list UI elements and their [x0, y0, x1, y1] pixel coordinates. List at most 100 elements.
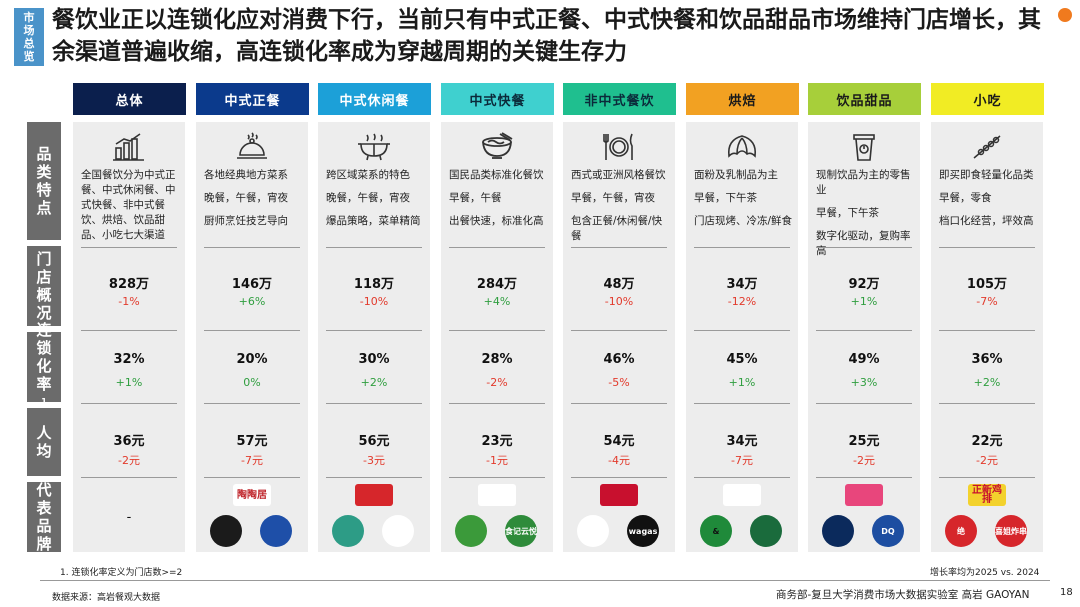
store-count-1: 146万	[231, 277, 273, 292]
brand-logo	[723, 484, 761, 506]
chain-rate-change-5: +1%	[728, 376, 756, 389]
desc-line: 早餐，下午茶	[694, 192, 757, 204]
chain-rate-3: 28%	[481, 352, 513, 367]
chain-rate-7: 36%	[971, 352, 1003, 367]
chain-rate-4: 46%	[603, 352, 635, 367]
brand-logos-0: -	[73, 482, 185, 552]
footer-org: 商务部-复旦大学消费市场大数据实验室 高岩 GAOYAN	[776, 589, 1030, 601]
per-capita-3: 23元	[481, 434, 513, 449]
column-card-4	[563, 122, 675, 552]
data-source: 数据来源：高岩餐观大数据	[52, 593, 161, 603]
per-capita-2: 56元	[358, 434, 390, 449]
chain-rate-6: 49%	[848, 352, 880, 367]
desc-line: 西式或亚洲风格餐饮	[571, 169, 666, 181]
store-change-6: +1%	[850, 295, 878, 308]
column-header-7[interactable]: 小吃	[931, 83, 1044, 115]
brand-logos-2	[318, 482, 430, 552]
desc-line: 爆品策略，菜单精简	[326, 215, 421, 227]
brand-logo	[355, 484, 393, 506]
desc-line: 即买即食轻量化品类	[939, 169, 1034, 181]
column-header-3[interactable]: 中式快餐	[441, 83, 554, 115]
divider-per-capita-5	[694, 477, 790, 478]
divider-per-capita-4	[571, 477, 667, 478]
page-title: 餐饮业正以连锁化应对消费下行，当前只有中式正餐、中式快餐和饮品甜品市场维持门店增…	[52, 7, 1041, 65]
category-description-7: 即买即食轻量化品类 早餐，零食 档口化经营，坪效高	[939, 168, 1039, 237]
footer-divider	[40, 580, 1050, 581]
per-capita-7: 22元	[971, 434, 1003, 449]
brand-logos-4: wagas	[563, 482, 675, 552]
desc-line: 跨区域菜系的特色	[326, 169, 410, 181]
brand-logo: 正新鸡排	[968, 484, 1006, 506]
divider-stores-2	[326, 330, 422, 331]
divider-stores-1	[204, 330, 300, 331]
column-card-0	[73, 122, 185, 552]
bar-chart-icon	[73, 130, 185, 164]
divider-category-2	[326, 247, 422, 248]
page-number: 18	[1060, 587, 1073, 598]
chain-rate-change-1: 0%	[243, 376, 261, 389]
hotpot-icon	[318, 130, 430, 164]
desc-line: 国民品类标准化餐饮	[449, 169, 544, 181]
brand-logo: &	[700, 515, 732, 547]
desc-line: 早餐，零食	[939, 192, 992, 204]
divider-chain-4	[571, 403, 667, 404]
per-capita-change-3: -1元	[486, 454, 508, 467]
brand-logo: 绝	[945, 515, 977, 547]
column-card-6	[808, 122, 920, 552]
per-capita-change-0: -2元	[118, 454, 140, 467]
column-header-5[interactable]: 烘焙	[686, 83, 799, 115]
desc-line: 晚餐，午餐，宵夜	[204, 192, 288, 204]
desc-line: 各地经典地方菜系	[204, 169, 288, 181]
divider-chain-0	[81, 403, 177, 404]
brand-placeholder: -	[126, 510, 132, 525]
chain-rate-5: 45%	[726, 352, 758, 367]
per-capita-change-2: -3元	[363, 454, 385, 467]
desc-line: 厨师烹饪技艺导向	[204, 215, 288, 227]
column-header-6[interactable]: 饮品甜品	[808, 83, 921, 115]
row-label-brands: 代表品牌	[27, 481, 61, 553]
row-label-stores: 门店概况	[27, 246, 61, 326]
store-count-0: 828万	[108, 277, 150, 292]
per-capita-change-4: -4元	[608, 454, 630, 467]
column-header-2[interactable]: 中式休闲餐	[318, 83, 431, 115]
store-change-2: -10%	[359, 295, 389, 308]
category-description-0: 全国餐饮分为中式正餐、中式休闲餐、中式快餐、非中式餐饮、烘焙、饮品甜品、小吃七大…	[81, 168, 181, 251]
brand-logo: DQ	[872, 515, 904, 547]
brand-logo	[750, 515, 782, 547]
divider-chain-6	[816, 403, 912, 404]
chain-rate-change-6: +3%	[850, 376, 878, 389]
divider-category-0	[81, 247, 177, 248]
divider-stores-5	[694, 330, 790, 331]
brand-logo: wagas	[627, 515, 659, 547]
brand-logo: 食记云悦	[505, 515, 537, 547]
column-header-4[interactable]: 非中式餐饮	[563, 83, 676, 115]
row-label-chain-rate: 连锁化率1	[27, 321, 61, 406]
column-header-1[interactable]: 中式正餐	[196, 83, 309, 115]
divider-chain-2	[326, 403, 422, 404]
brand-logo	[600, 484, 638, 506]
divider-per-capita-2	[326, 477, 422, 478]
desc-line: 早餐，午餐，宵夜	[571, 192, 655, 204]
chain-rate-change-2: +2%	[360, 376, 388, 389]
column-card-5	[686, 122, 798, 552]
divider-chain-5	[694, 403, 790, 404]
column-header-0[interactable]: 总体	[73, 83, 186, 115]
cloche-icon	[196, 130, 308, 164]
category-description-1: 各地经典地方菜系 晚餐，午餐，宵夜 厨师烹饪技艺导向	[204, 168, 304, 237]
divider-per-capita-1	[204, 477, 300, 478]
desc-line: 面粉及乳制品为主	[694, 169, 778, 181]
store-count-3: 284万	[476, 277, 518, 292]
brand-logo	[822, 515, 854, 547]
store-change-4: -10%	[604, 295, 634, 308]
divider-per-capita-0	[81, 477, 177, 478]
column-card-7	[931, 122, 1043, 552]
store-count-6: 92万	[848, 277, 880, 292]
chain-rate-change-4: -5%	[608, 376, 630, 389]
divider-stores-4	[571, 330, 667, 331]
store-count-5: 34万	[726, 277, 758, 292]
divider-per-capita-6	[816, 477, 912, 478]
divider-stores-3	[449, 330, 545, 331]
desc-line: 门店现烤、冷冻/鲜食	[694, 215, 793, 227]
brand-logos-7: 正新鸡排绝喜姐炸串	[931, 482, 1043, 552]
section-tag: 市场总览	[14, 8, 44, 66]
